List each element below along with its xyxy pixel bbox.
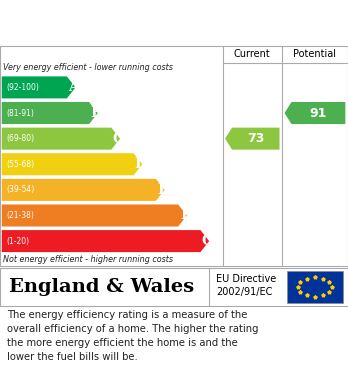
Text: (92-100): (92-100) [6, 83, 39, 92]
Text: (21-38): (21-38) [6, 211, 34, 220]
Bar [287, 271, 343, 303]
Text: Potential: Potential [293, 49, 337, 59]
Polygon shape [2, 179, 165, 201]
Text: Very energy efficient - lower running costs: Very energy efficient - lower running co… [3, 63, 173, 72]
Polygon shape [2, 204, 187, 226]
Text: E: E [158, 183, 168, 197]
Text: (1-20): (1-20) [6, 237, 29, 246]
Polygon shape [285, 102, 345, 124]
Polygon shape [2, 153, 142, 175]
Polygon shape [225, 127, 279, 150]
Text: G: G [201, 234, 213, 248]
Text: Energy Efficiency Rating: Energy Efficiency Rating [10, 20, 239, 38]
Text: (55-68): (55-68) [6, 160, 34, 169]
Polygon shape [2, 230, 209, 252]
Text: (69-80): (69-80) [6, 134, 34, 143]
Text: 91: 91 [310, 106, 327, 120]
Text: England & Wales: England & Wales [9, 278, 194, 296]
Polygon shape [2, 102, 98, 124]
Text: F: F [180, 208, 190, 222]
Polygon shape [2, 76, 76, 99]
Text: Current: Current [234, 49, 271, 59]
Text: (39-54): (39-54) [6, 185, 34, 194]
Text: (81-91): (81-91) [6, 109, 34, 118]
Text: 73: 73 [247, 132, 264, 145]
Text: The energy efficiency rating is a measure of the
overall efficiency of a home. T: The energy efficiency rating is a measur… [7, 310, 259, 362]
Polygon shape [2, 127, 120, 150]
Text: EU Directive
2002/91/EC: EU Directive 2002/91/EC [216, 273, 276, 297]
Text: C: C [113, 132, 124, 145]
Text: B: B [90, 106, 102, 120]
Text: A: A [69, 81, 79, 94]
Text: Not energy efficient - higher running costs: Not energy efficient - higher running co… [3, 255, 174, 264]
Text: D: D [135, 157, 147, 171]
